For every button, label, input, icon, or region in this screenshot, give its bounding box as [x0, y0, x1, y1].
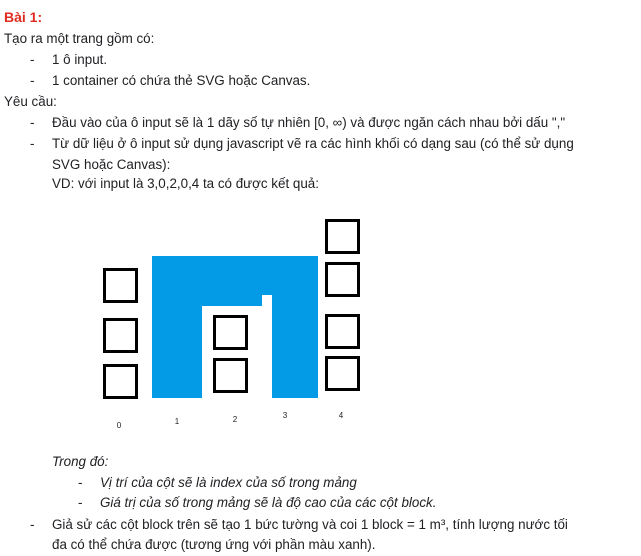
- bullet-dash: -: [30, 52, 35, 67]
- where-item: Vị trí của cột sẽ là index của số trong …: [100, 475, 357, 490]
- list-item: 1 container có chứa thẻ SVG hoặc Canvas.: [52, 73, 311, 88]
- block: [103, 318, 138, 353]
- intro-text: Tạo ra một trang gồm có:: [4, 31, 155, 46]
- final-question: Giả sử các cột block trên sẽ tạo 1 bức t…: [52, 517, 568, 532]
- block: [325, 356, 360, 391]
- requirement-text: Đầu vào của ô input sẽ là 1 dãy số tự nh…: [52, 115, 566, 130]
- block: [325, 314, 360, 349]
- bullet-dash: -: [30, 136, 35, 151]
- column-index-label: 1: [175, 417, 180, 426]
- water-area: [272, 256, 318, 398]
- example-text: VD: với input là 3,0,2,0,4 ta có được kế…: [52, 176, 319, 191]
- bullet-dash: -: [30, 73, 35, 88]
- list-item: 1 ô input.: [52, 52, 108, 67]
- where-item: Giá trị của số trong mảng sẽ là độ cao c…: [100, 495, 437, 510]
- bullet-dash: -: [78, 495, 83, 510]
- exercise-heading: Bài 1:: [4, 9, 43, 25]
- bullet-dash: -: [30, 115, 35, 130]
- block: [325, 219, 360, 254]
- column-index-label: 3: [283, 411, 288, 420]
- bullet-dash: -: [78, 475, 83, 490]
- where-label: Trong đó:: [52, 454, 109, 469]
- column-index-label: 4: [339, 411, 344, 420]
- block: [213, 358, 248, 393]
- block: [213, 315, 248, 350]
- bullet-dash: -: [30, 517, 35, 532]
- requirement-text-cont: SVG hoặc Canvas):: [52, 157, 171, 172]
- block: [325, 262, 360, 297]
- water-area: [152, 256, 202, 398]
- final-question-cont: đa có thể chứa được (tương ứng với phần …: [52, 537, 376, 552]
- requirements-label: Yêu cầu:: [4, 94, 57, 109]
- block: [103, 364, 138, 399]
- block: [103, 268, 138, 303]
- column-index-label: 2: [233, 415, 238, 424]
- column-index-label: 0: [117, 421, 122, 430]
- requirement-text: Từ dữ liệu ở ô input sử dụng javascript …: [52, 136, 574, 151]
